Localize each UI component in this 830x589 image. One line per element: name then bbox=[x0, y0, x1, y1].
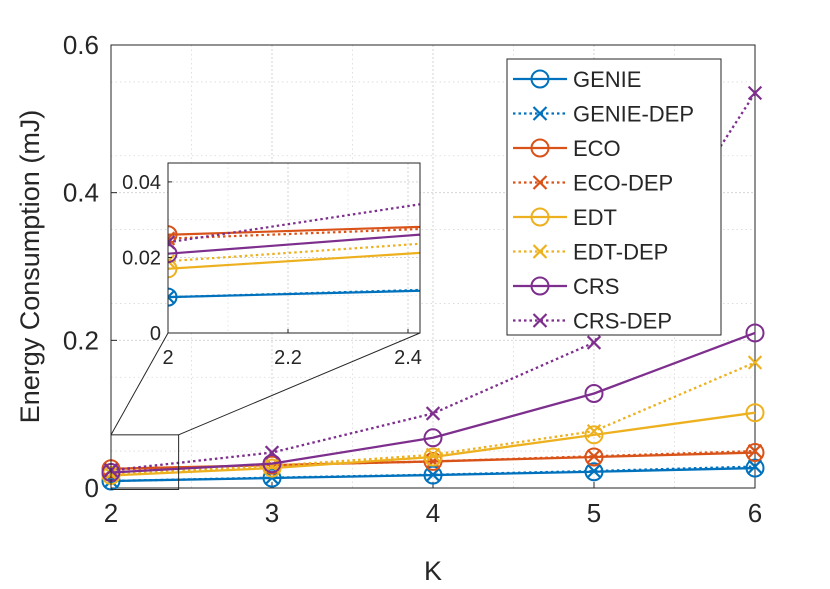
legend-item: EDT-DEP bbox=[513, 240, 668, 265]
data-point bbox=[760, 207, 777, 224]
data-point bbox=[586, 449, 602, 464]
legend-item: ECO-DEP bbox=[513, 171, 673, 196]
legend-label: CRS bbox=[573, 274, 619, 299]
data-point bbox=[747, 85, 763, 101]
data-point bbox=[747, 459, 763, 474]
legend-label: ECO bbox=[573, 136, 621, 161]
data-point bbox=[168, 254, 176, 269]
data-point bbox=[745, 323, 765, 343]
legend-marker bbox=[532, 106, 548, 121]
x-tick-label: 6 bbox=[748, 498, 762, 528]
data-point bbox=[168, 289, 176, 305]
data-point bbox=[423, 428, 443, 448]
inset-plot-area bbox=[168, 163, 420, 333]
legend-label: GENIE bbox=[573, 67, 641, 92]
y-tick-label: 0.2 bbox=[63, 325, 99, 355]
series-line bbox=[110, 331, 756, 474]
zoom-connector bbox=[110, 332, 169, 436]
legend-label: EDT-DEP bbox=[573, 240, 668, 265]
inset-x-tick-label: 2 bbox=[162, 347, 173, 369]
data-point bbox=[747, 355, 763, 370]
data-point bbox=[745, 443, 765, 463]
zoom-connector bbox=[178, 332, 421, 436]
x-tick-label: 2 bbox=[104, 498, 118, 528]
x-tick-label: 3 bbox=[265, 498, 279, 528]
series-line bbox=[110, 411, 756, 477]
legend-box bbox=[506, 58, 722, 336]
legend-marker bbox=[530, 276, 550, 296]
legend-marker bbox=[532, 175, 548, 190]
data-point bbox=[425, 467, 441, 482]
y-axis-label: Energy Consumption (mJ) bbox=[15, 110, 45, 424]
legend-item: CRS-DEP bbox=[513, 309, 672, 334]
data-point bbox=[586, 463, 602, 479]
legend-label: EDT bbox=[573, 205, 617, 230]
legend: GENIE GENIE-DEP ECO ECO-DEP EDT EDT-DEP CRS CRS… bbox=[506, 58, 722, 336]
data-point bbox=[745, 458, 765, 478]
y-tick-label: 0 bbox=[85, 473, 99, 503]
data-point bbox=[584, 383, 604, 403]
y-tick-label: 0.6 bbox=[63, 30, 99, 60]
x-axis-label: K bbox=[424, 556, 442, 586]
inset-y-tick-label: 0 bbox=[150, 323, 161, 345]
data-point bbox=[760, 223, 777, 240]
data-point bbox=[168, 235, 176, 250]
legend-marker bbox=[532, 244, 548, 259]
inset-x-tick-label: 2.4 bbox=[394, 347, 422, 369]
data-point bbox=[423, 447, 443, 467]
data-point bbox=[262, 454, 282, 474]
data-point bbox=[264, 445, 280, 460]
legend-label: ECO-DEP bbox=[573, 171, 673, 196]
data-point bbox=[168, 287, 178, 307]
legend-item: CRS bbox=[513, 274, 619, 299]
inset-y-tick-label: 0.04 bbox=[122, 172, 161, 194]
legend-label: GENIE-DEP bbox=[573, 102, 694, 127]
data-point bbox=[262, 458, 282, 478]
data-point bbox=[584, 425, 604, 445]
inset-x-tick-label: 2.2 bbox=[274, 347, 302, 369]
data-point bbox=[168, 244, 178, 264]
legend-item: EDT bbox=[513, 205, 617, 230]
data-point bbox=[586, 335, 602, 350]
legend-item: GENIE bbox=[513, 67, 641, 92]
data-point bbox=[760, 274, 777, 291]
inset-chart: 2 2.2 2.4 0 0.02 0.04 bbox=[122, 145, 777, 369]
data-point bbox=[760, 200, 777, 217]
inset-y-tick-label: 0.02 bbox=[122, 247, 161, 269]
legend-label: CRS-DEP bbox=[573, 309, 672, 334]
data-point bbox=[762, 145, 775, 158]
data-point bbox=[586, 423, 602, 439]
inset-series-group bbox=[168, 145, 777, 307]
legend-marker bbox=[530, 207, 550, 227]
data-point bbox=[425, 447, 441, 462]
data-point bbox=[262, 468, 282, 488]
legend-marker bbox=[530, 138, 550, 158]
data-point bbox=[762, 210, 775, 223]
legend-item: GENIE-DEP bbox=[513, 102, 694, 127]
legend-marker bbox=[530, 69, 550, 89]
x-tick-label: 5 bbox=[587, 498, 601, 528]
legend-marker bbox=[532, 313, 548, 328]
data-point bbox=[168, 225, 178, 245]
data-point bbox=[168, 259, 178, 279]
data-point bbox=[747, 443, 763, 459]
data-point bbox=[762, 213, 775, 226]
x-tick-label: 4 bbox=[426, 498, 440, 528]
inset-axes-box bbox=[167, 162, 421, 334]
legend-item: ECO bbox=[513, 136, 621, 161]
data-point bbox=[762, 274, 775, 287]
data-point bbox=[745, 403, 765, 423]
data-point bbox=[168, 231, 176, 246]
y-tick-label: 0.4 bbox=[63, 178, 99, 208]
data-point bbox=[425, 406, 441, 421]
zoom-region bbox=[110, 434, 180, 490]
